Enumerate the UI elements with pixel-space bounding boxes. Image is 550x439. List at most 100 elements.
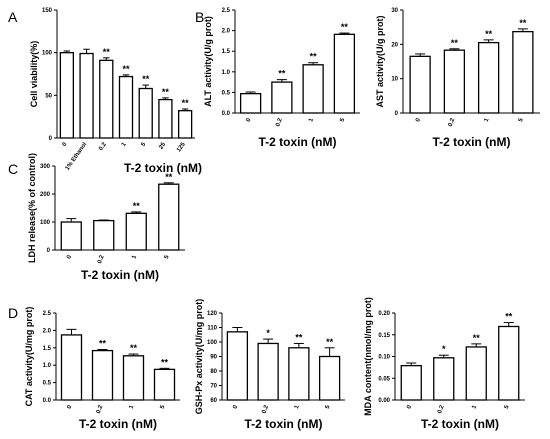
y-axis-label: GSH-Px activity(U/mg prot) bbox=[194, 299, 204, 415]
bar bbox=[239, 92, 262, 114]
x-tick-label: 5 bbox=[518, 117, 525, 123]
y-tick-label: 0 bbox=[395, 111, 399, 117]
x-tick-label: 1% Ethanol bbox=[65, 141, 89, 171]
significance-marker: ** bbox=[310, 52, 318, 62]
x-tick-label: 125 bbox=[176, 141, 187, 153]
bar bbox=[443, 49, 466, 114]
bar bbox=[79, 52, 94, 139]
bar bbox=[99, 59, 114, 139]
significance-marker: ** bbox=[295, 332, 303, 342]
bar bbox=[409, 55, 431, 114]
bar bbox=[177, 110, 193, 139]
x-tick-label: 0 bbox=[66, 254, 73, 260]
significance-marker: ** bbox=[505, 312, 513, 322]
x-tick-label: 25 bbox=[158, 141, 167, 150]
bar bbox=[60, 334, 83, 401]
x-tick-label: 1 bbox=[308, 117, 315, 123]
significance-marker: * bbox=[266, 328, 270, 338]
x-tick-label: 1 bbox=[471, 404, 478, 410]
y-axis-label: ALT activity(U/g prot) bbox=[203, 16, 213, 107]
significance-marker: ** bbox=[182, 98, 190, 108]
x-tick-label: 0.2 bbox=[437, 404, 446, 415]
y-tick-label: 0.10 bbox=[378, 355, 390, 361]
bar bbox=[465, 346, 487, 401]
x-tick-label: 0 bbox=[62, 141, 69, 148]
x-tick-label: 5 bbox=[339, 117, 346, 123]
y-tick-label: 0.20 bbox=[378, 311, 390, 317]
y-tick-label: 60 bbox=[210, 398, 217, 404]
bar bbox=[512, 30, 534, 114]
x-tick-label: 5 bbox=[160, 404, 167, 410]
y-axis-label: AST activity(U/g prot) bbox=[375, 15, 385, 107]
x-axis-label: T-2 toxin (nM) bbox=[421, 417, 499, 431]
bar bbox=[302, 64, 324, 114]
y-tick-label: 1.5 bbox=[222, 49, 231, 55]
y-tick-label: 30 bbox=[391, 8, 398, 14]
panel-label: C bbox=[8, 161, 18, 177]
x-tick-label: 1 bbox=[129, 404, 136, 410]
x-tick-label: 5 bbox=[141, 141, 148, 148]
y-tick-label: 100 bbox=[207, 340, 218, 346]
y-tick-label: 1.0 bbox=[222, 70, 231, 76]
y-tick-label: 2.0 bbox=[222, 29, 231, 35]
x-tick-label: 5 bbox=[164, 254, 171, 260]
significance-marker: ** bbox=[326, 337, 334, 347]
significance-marker: ** bbox=[278, 69, 286, 79]
bar bbox=[226, 331, 249, 401]
bar bbox=[158, 183, 180, 251]
significance-marker: ** bbox=[165, 172, 173, 182]
y-axis-label: LDH release(% of control) bbox=[27, 153, 37, 263]
panel-a-x-axis-label: T-2 toxin (nM) bbox=[124, 161, 202, 175]
y-tick-label: 10 bbox=[391, 77, 398, 83]
x-tick-label: 1 bbox=[484, 117, 491, 123]
chart-panel-3: 0 10 20 30 AST activity(U/g prot) 0 ** 0.2 ** 1 **… bbox=[375, 8, 540, 149]
bar bbox=[93, 219, 115, 251]
y-tick-label: 0 bbox=[49, 136, 53, 142]
x-tick-label: 5 bbox=[504, 404, 511, 410]
y-tick-label: 0.5 bbox=[43, 381, 52, 387]
significance-marker: ** bbox=[103, 47, 111, 57]
x-tick-label: 0 bbox=[67, 404, 74, 410]
bar bbox=[138, 87, 153, 139]
y-tick-label: 90 bbox=[210, 355, 217, 361]
y-tick-label: 80 bbox=[210, 369, 217, 375]
significance-marker: ** bbox=[519, 18, 527, 28]
x-tick-label: 0.2 bbox=[96, 404, 105, 415]
y-tick-label: 0.15 bbox=[378, 333, 390, 339]
x-tick-label: 0.2 bbox=[98, 141, 108, 152]
bar bbox=[477, 41, 500, 114]
bar bbox=[59, 52, 75, 139]
significance-marker: ** bbox=[122, 64, 130, 74]
panel-label: A bbox=[8, 9, 18, 25]
y-tick-label: 0.0 bbox=[222, 111, 231, 117]
x-tick-label: 0 bbox=[415, 117, 422, 123]
chart-panel-5: D 0.0 0.5 1.0 1.5 2.0 2.5 CAT activity(U/mg pro… bbox=[8, 305, 180, 431]
significance-marker: ** bbox=[341, 22, 349, 32]
y-tick-label: 0 bbox=[47, 248, 51, 254]
bar bbox=[288, 347, 310, 401]
x-tick-label: 0.2 bbox=[275, 117, 284, 128]
y-tick-label: 100 bbox=[40, 220, 51, 226]
bar bbox=[257, 342, 279, 401]
panel-label: B bbox=[195, 9, 204, 25]
y-tick-label: 2.5 bbox=[222, 8, 231, 14]
bar bbox=[118, 75, 134, 139]
x-tick-label: 1 bbox=[294, 404, 301, 410]
significance-marker: ** bbox=[133, 201, 141, 211]
y-tick-label: 0.00 bbox=[378, 398, 390, 404]
y-tick-label: 0.5 bbox=[222, 90, 231, 96]
significance-marker: ** bbox=[130, 343, 138, 353]
significance-marker: ** bbox=[99, 339, 107, 349]
y-tick-label: 200 bbox=[40, 192, 51, 198]
y-tick-label: 1.0 bbox=[43, 363, 52, 369]
y-tick-label: 1.5 bbox=[43, 346, 52, 352]
x-tick-label: 1 bbox=[131, 254, 138, 260]
x-axis-label: T-2 toxin (nM) bbox=[81, 268, 159, 282]
x-tick-label: 0.2 bbox=[262, 404, 271, 415]
y-tick-label: 20 bbox=[391, 42, 398, 48]
bar bbox=[158, 98, 173, 139]
